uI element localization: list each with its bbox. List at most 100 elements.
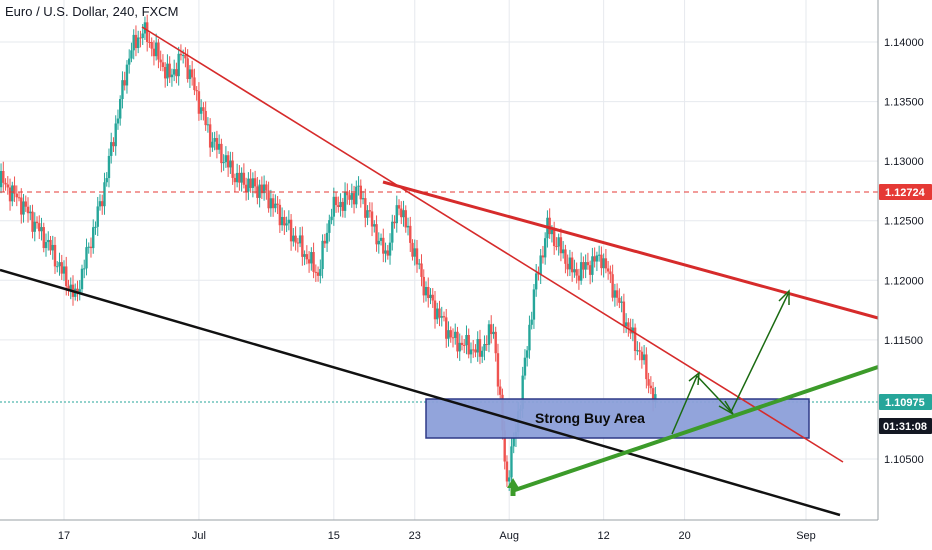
candle-body <box>370 211 374 227</box>
candle-body <box>595 255 599 262</box>
candle-body <box>92 227 95 249</box>
candle-body <box>624 322 628 327</box>
candle-body <box>357 185 360 187</box>
candle-body <box>359 185 362 200</box>
candle-body <box>640 351 644 361</box>
candle-body <box>305 254 309 260</box>
candle-body <box>128 58 131 65</box>
candle-body <box>391 221 394 243</box>
candle-body <box>202 107 205 111</box>
candle-body <box>62 266 66 274</box>
time-tick-label: Aug <box>499 530 519 542</box>
candle-body <box>247 178 250 192</box>
candle-body <box>179 53 183 56</box>
candle-body <box>139 37 142 39</box>
candle-body <box>89 246 93 249</box>
candle-body <box>454 331 457 338</box>
candle-body <box>654 394 657 402</box>
candle-body <box>314 271 318 273</box>
price-tick-label: 1.11500 <box>884 335 923 347</box>
candle-body <box>222 162 225 164</box>
candle-body <box>53 244 57 267</box>
candle-body <box>465 334 468 346</box>
candle-body <box>586 262 590 266</box>
candle-body <box>47 239 50 243</box>
candle-body <box>406 225 410 228</box>
candle-body <box>148 41 151 43</box>
candle-body <box>541 255 545 258</box>
support-line-green[interactable] <box>511 365 879 493</box>
candle-body <box>366 210 369 218</box>
candle-body <box>87 246 90 248</box>
candle-body <box>530 319 533 325</box>
candle-body <box>496 353 500 387</box>
candle-body <box>638 350 641 352</box>
channel-lower-line[interactable] <box>0 268 841 517</box>
candle-body <box>379 237 383 241</box>
time-axis[interactable]: 17 Jul 15 23 Aug 12 20 Sep <box>58 530 816 542</box>
candle-body <box>220 143 223 164</box>
price-tick-label: 1.13500 <box>884 97 924 109</box>
candle-body <box>393 221 396 224</box>
candle-body <box>29 211 32 214</box>
candle-body <box>573 269 576 273</box>
candle-body <box>161 62 165 67</box>
candle-body <box>154 42 158 57</box>
candle-body <box>121 80 124 100</box>
time-tick-label: Sep <box>796 530 816 542</box>
candle-body <box>312 252 315 272</box>
resistance-line-long[interactable] <box>141 26 844 463</box>
candle-body <box>256 186 259 198</box>
candle-body <box>238 172 241 183</box>
candle-body <box>195 90 198 92</box>
candle-body <box>177 53 180 77</box>
candle-body <box>422 276 425 296</box>
candle-body <box>6 184 9 188</box>
resistance-line-upper[interactable] <box>382 180 879 320</box>
candle-body <box>579 262 583 281</box>
candle-body <box>101 201 104 207</box>
candle-body <box>427 286 430 299</box>
candle-body <box>125 64 129 86</box>
candle-body <box>492 331 495 335</box>
candle-body <box>199 107 203 114</box>
candle-body <box>69 284 72 291</box>
candle-body <box>96 206 99 227</box>
current-price-tag: 1.10975 <box>885 397 925 409</box>
candle-body <box>469 349 473 355</box>
candle-body <box>85 247 88 269</box>
candle-body <box>132 34 135 51</box>
candle-body <box>150 42 153 49</box>
candle-body <box>375 224 378 245</box>
candle-body <box>438 308 441 318</box>
candle-body <box>413 248 416 257</box>
candle-body <box>568 257 572 270</box>
candle-body <box>633 327 637 352</box>
candle-body <box>642 354 646 361</box>
candle-body <box>606 268 610 272</box>
candle-body <box>552 229 556 247</box>
candle-body <box>175 69 178 77</box>
candle-body <box>58 262 61 267</box>
candle-body <box>512 437 515 447</box>
candle-body <box>181 55 185 57</box>
strong-buy-area-box[interactable] <box>425 398 810 439</box>
candle-body <box>476 339 479 353</box>
candle-body <box>436 308 439 320</box>
candle-body <box>325 232 329 244</box>
price-axis[interactable]: 1.14000 1.13500 1.13000 1.12500 1.12000 1.115… <box>884 37 924 466</box>
candle-body <box>42 227 45 249</box>
candle-body <box>373 224 376 227</box>
candle-body <box>397 205 401 209</box>
candle-body <box>404 210 407 228</box>
candle-body <box>15 193 18 198</box>
arrowhead-1 <box>688 371 700 386</box>
candle-body <box>296 242 300 244</box>
candle-body <box>157 42 160 60</box>
price-tick-label: 1.14000 <box>884 37 924 49</box>
candle-body <box>368 210 371 212</box>
candle-body <box>339 201 342 208</box>
candle-body <box>49 239 52 251</box>
candle-body <box>620 301 623 303</box>
